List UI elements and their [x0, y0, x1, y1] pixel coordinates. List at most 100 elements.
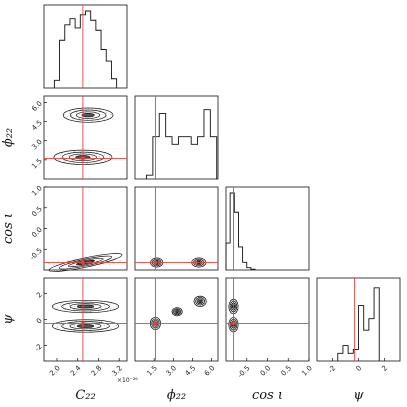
scatter-point [73, 328, 75, 330]
contour-level [173, 308, 182, 316]
y-axis-label-psi: ψ [1, 314, 16, 325]
scatter-point [68, 304, 71, 306]
x-tick-label: 2.4 [69, 364, 83, 378]
scatter-point [109, 303, 111, 306]
scatter-point [48, 262, 50, 265]
scatter-point [68, 112, 70, 115]
scatter-point [109, 156, 111, 158]
x-tick-label: 0 [354, 364, 363, 373]
histogram-cosiota [225, 192, 256, 270]
scatter-point [103, 154, 105, 156]
scatter-point [60, 321, 63, 324]
scatter-point [53, 264, 55, 266]
scatter-point [86, 163, 88, 165]
scatter-point [71, 264, 74, 266]
y-tick-label: 2 [35, 291, 44, 300]
scatter-point [102, 257, 105, 259]
x-axis-label-cosiota: cos ι [252, 388, 283, 403]
x-scale-label: ×10⁻²⁶ [117, 377, 138, 384]
contour-level [81, 113, 95, 118]
scatter-point [96, 151, 98, 153]
scatter-point [63, 156, 65, 159]
scatter-point [61, 152, 63, 154]
scatter-point [66, 116, 68, 118]
contour-level [69, 303, 102, 310]
scatter-point [75, 112, 77, 114]
truth-marker [81, 157, 85, 161]
scatter-point [75, 300, 77, 303]
scatter-point [95, 324, 97, 326]
scatter-point [99, 117, 101, 119]
scatter-point [115, 324, 117, 327]
scatter-point [109, 264, 111, 266]
scatter-point [79, 152, 82, 154]
contour-level [76, 304, 95, 309]
scatter-point [103, 324, 105, 326]
scatter-point [73, 308, 75, 311]
y-tick-label: -2 [33, 343, 44, 354]
scatter-point [100, 301, 103, 303]
scatter-point [60, 154, 62, 157]
scatter-point [73, 162, 75, 164]
scatter-point [74, 310, 76, 312]
scatter-point [153, 317, 155, 320]
x-tick-label: 2 [380, 364, 389, 373]
x-tick-label: 1.0 [300, 364, 314, 378]
scatter-point [80, 108, 82, 111]
contour-level [174, 309, 180, 315]
truth-marker [153, 321, 157, 325]
contour-level [51, 299, 120, 314]
y-tick-label: 0 [35, 317, 44, 326]
contour-level [171, 307, 183, 317]
x-tick-label: 4.5 [184, 364, 198, 378]
scatter-point [73, 305, 76, 307]
scatter-point [74, 330, 76, 332]
scatter-point [74, 151, 76, 153]
y-tick-label: 1.0 [30, 184, 44, 198]
contour-level [198, 299, 203, 303]
scatter-point [57, 260, 60, 262]
scatter-point [72, 160, 74, 162]
y-tick-label: 3.0 [30, 138, 44, 152]
scatter-point [91, 120, 93, 123]
x-tick-label: -2 [327, 364, 338, 375]
scatter-point [75, 320, 77, 322]
scatter-point [59, 323, 61, 326]
y-tick-label: 6.0 [30, 100, 44, 114]
scatter-point [102, 259, 105, 261]
scatter-point [73, 325, 76, 327]
panel-frame-C22-phi22 [43, 95, 128, 180]
scatter-point [69, 110, 71, 112]
scatter-point [105, 112, 108, 114]
contour-level [62, 107, 114, 123]
scatter-point [60, 302, 63, 304]
scatter-point [96, 159, 98, 161]
scatter-point [78, 118, 81, 120]
scatter-point [95, 113, 97, 115]
scatter-point [95, 304, 97, 306]
truth-marker [81, 261, 85, 265]
contour-level [58, 255, 113, 270]
scatter-point [56, 307, 59, 309]
x-axis-label-phi22: ϕ₂₂ [167, 388, 186, 403]
scatter-point [68, 154, 70, 156]
y-axis-label-cosiota: cos ι [1, 213, 16, 244]
scatter-point [71, 114, 73, 116]
scatter-point [106, 117, 108, 119]
scatter-point [203, 263, 205, 265]
histogram-C22 [53, 10, 118, 88]
x-tick-label: 3.2 [110, 364, 124, 378]
scatter-point [103, 263, 105, 265]
scatter-point [101, 113, 103, 115]
scatter-point [100, 320, 103, 322]
contour-level [51, 319, 120, 333]
panel-frame-phi22-cosiota [134, 186, 219, 271]
y-tick-label: 0.0 [30, 226, 44, 240]
scatter-point [110, 308, 112, 310]
contour-level [195, 297, 205, 306]
scatter-point [62, 325, 65, 327]
scatter-point [113, 262, 115, 264]
scatter-point [79, 114, 81, 116]
histogram-psi [337, 287, 380, 361]
